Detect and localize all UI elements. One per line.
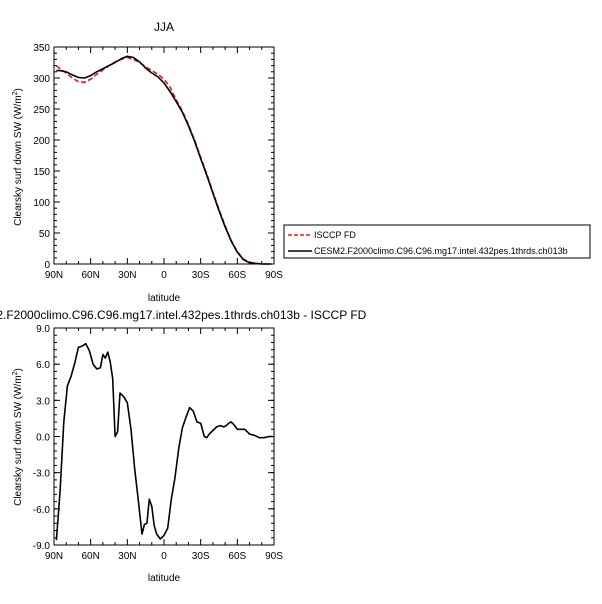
top-y-tick-label: 300 bbox=[33, 74, 50, 85]
bottom-x-tick-label: 0 bbox=[161, 551, 167, 562]
top-x-tick-label: 0 bbox=[161, 270, 167, 281]
top-x-tick-label: 60S bbox=[228, 270, 246, 281]
bottom-y-tick-label: 0.0 bbox=[36, 433, 50, 444]
bottom-y-tick-label: 3.0 bbox=[36, 396, 50, 407]
top-chart-title: JJA bbox=[154, 20, 174, 34]
top-y-tick-label: 350 bbox=[33, 43, 50, 54]
legend-label-isccp: ISCCP FD bbox=[314, 230, 356, 240]
bottom-x-axis-label: latitude bbox=[148, 573, 181, 584]
top-x-axis-label: latitude bbox=[148, 293, 181, 304]
bottom-x-tick-label: 90N bbox=[45, 551, 63, 562]
legend-label-cesm2: CESM2.F2000climo.C96.C96.mg17.intel.432p… bbox=[314, 246, 568, 256]
top-axis-ticks: 90N 60N 30N 0 30S 60S 90S 0 50 100 150 200 250 300 350 bbox=[33, 43, 283, 281]
bottom-x-tick-label: 30S bbox=[192, 551, 210, 562]
bottom-y-axis-label: Clearsky surf down SW (W/m2) bbox=[12, 368, 24, 506]
top-series-line-0 bbox=[55, 56, 272, 265]
bottom-y-tick-label: -3.0 bbox=[33, 469, 51, 480]
bottom-x-tick-label: 90S bbox=[265, 551, 283, 562]
top-panel: JJA 90N 60N 30N 0 30S 60S 90S 0 50 100 150 200 250 30… bbox=[12, 20, 283, 304]
bottom-plot-frame bbox=[53, 327, 275, 546]
bottom-y-tick-label: 6.0 bbox=[36, 360, 50, 371]
top-y-axis-label-end: ) bbox=[13, 88, 24, 91]
top-y-axis-label-main: Clearsky surf down SW (W/m bbox=[13, 95, 24, 226]
legend: ISCCP FD CESM2.F2000climo.C96.C96.mg17.i… bbox=[283, 224, 591, 259]
bottom-y-tick-label: -6.0 bbox=[33, 505, 51, 516]
top-x-tick-label: 30S bbox=[192, 270, 210, 281]
legend-box bbox=[283, 224, 591, 259]
top-y-tick-label: 250 bbox=[33, 105, 50, 116]
top-y-axis-label: Clearsky surf down SW (W/m2) bbox=[12, 88, 24, 226]
bottom-x-tick-label: 60S bbox=[228, 551, 246, 562]
top-x-tick-label: 90S bbox=[265, 270, 283, 281]
bottom-x-tick-label: 60N bbox=[81, 551, 99, 562]
bottom-x-tick-label: 30N bbox=[118, 551, 136, 562]
bottom-axis-ticks: 90N 60N 30N 0 30S 60S 90S -9.0 -6.0 -3.0 0.0 3.0 6.0… bbox=[33, 324, 283, 562]
bottom-y-axis-label-end: ) bbox=[13, 368, 24, 371]
top-y-tick-label: 150 bbox=[33, 167, 50, 178]
top-x-tick-label: 30N bbox=[118, 270, 136, 281]
top-x-tick-label: 60N bbox=[81, 270, 99, 281]
bottom-y-axis-label-main: Clearsky surf down SW (W/m bbox=[13, 375, 24, 506]
top-y-tick-label: 200 bbox=[33, 136, 50, 147]
bottom-y-tick-label: 9.0 bbox=[36, 324, 50, 335]
bottom-y-axis-label-sup: 2 bbox=[12, 371, 19, 375]
bottom-series-line-0 bbox=[55, 342, 273, 541]
bottom-chart-title: CESM2.F2000climo.C96.C96.mg17.intel.432p… bbox=[0, 308, 367, 322]
top-x-tick-label: 90N bbox=[45, 270, 63, 281]
top-series-line-1 bbox=[56, 55, 272, 265]
bottom-y-tick-label: -9.0 bbox=[33, 541, 51, 552]
top-y-axis-label-sup: 2 bbox=[12, 91, 19, 95]
top-y-tick-label: 100 bbox=[33, 198, 50, 209]
top-series-lines bbox=[55, 55, 272, 265]
top-plot-frame bbox=[53, 46, 275, 265]
top-y-tick-label: 50 bbox=[39, 229, 51, 240]
bottom-series-lines bbox=[55, 342, 273, 541]
top-y-tick-label: 0 bbox=[44, 260, 50, 271]
bottom-panel: CESM2.F2000climo.C96.C96.mg17.intel.432p… bbox=[0, 308, 367, 584]
